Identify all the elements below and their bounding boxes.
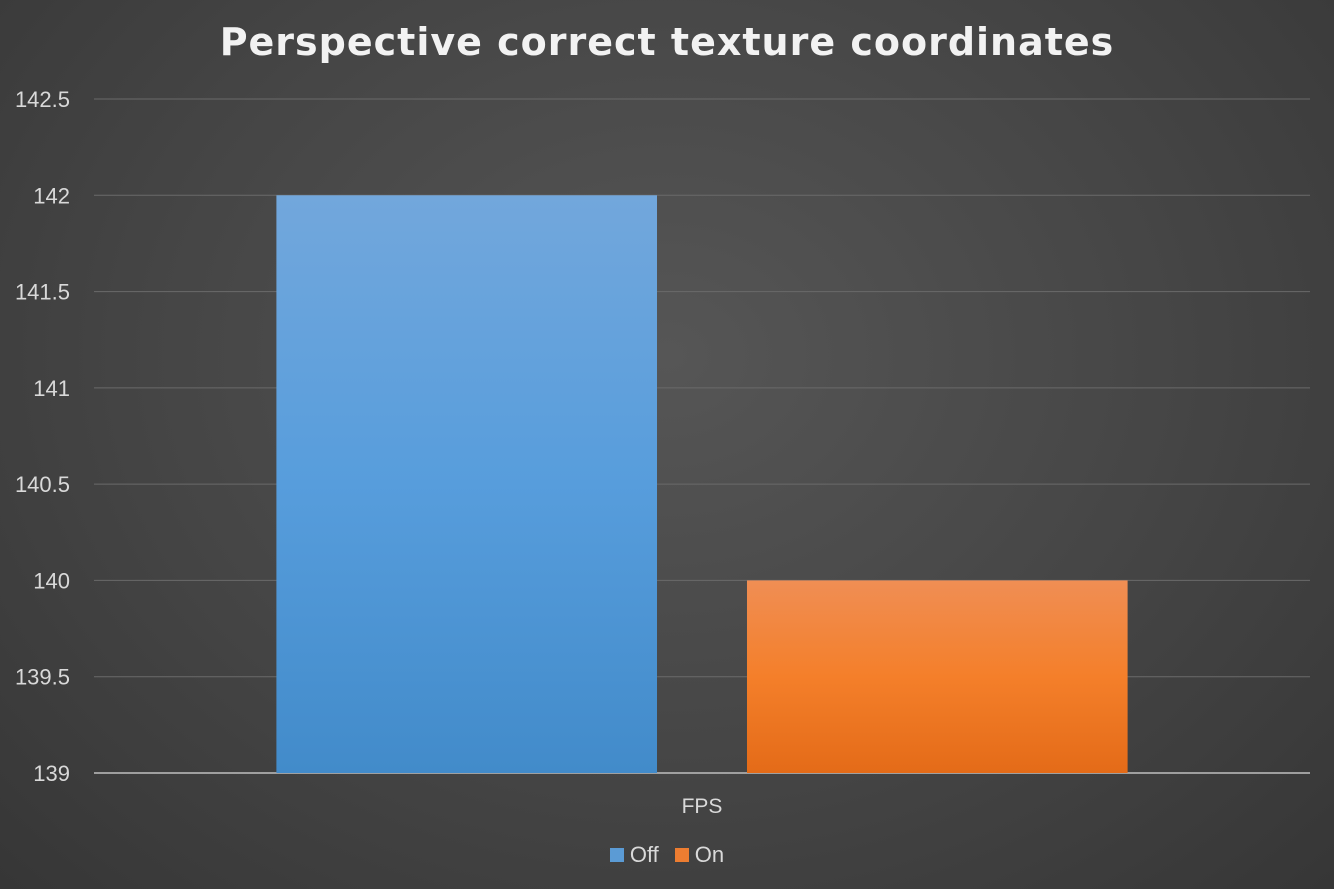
legend: Off On [0, 842, 1334, 868]
y-tick-label: 141 [33, 376, 70, 401]
bars [276, 195, 1128, 774]
y-axis-ticks: 139 139.5 140 140.5 141 141.5 142 142.5 [15, 87, 70, 786]
legend-item-off: Off [609, 842, 659, 868]
bar-off [276, 195, 658, 774]
x-axis-categories: FPS [682, 795, 723, 818]
legend-swatch [674, 848, 689, 862]
chart-title: Perspective correct texture coordinates [219, 20, 1115, 64]
y-tick-label: 142.5 [15, 87, 70, 112]
legend-label: On [694, 842, 725, 867]
y-tick-label: 140.5 [15, 472, 70, 497]
y-tick-label: 142 [33, 183, 70, 208]
legend-label: Off [629, 842, 659, 867]
y-tick-label: 141.5 [15, 280, 70, 305]
y-tick-label: 139.5 [15, 665, 70, 690]
y-tick-label: 140 [33, 568, 70, 593]
legend-item-on: On [674, 842, 725, 868]
bar-on [746, 580, 1128, 773]
x-category-label: FPS [682, 795, 723, 818]
y-tick-label: 139 [33, 761, 70, 786]
legend-swatch [609, 848, 624, 862]
